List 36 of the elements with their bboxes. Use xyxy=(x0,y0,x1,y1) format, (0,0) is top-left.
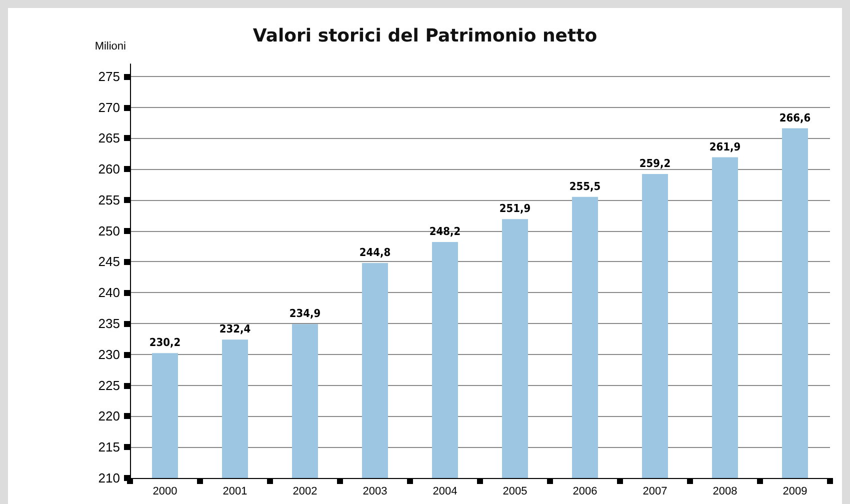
x-tick-label: 2009 xyxy=(782,486,808,498)
data-label: 259,2 xyxy=(639,156,671,170)
x-tick-label: 2003 xyxy=(362,486,388,498)
data-label: 234,9 xyxy=(289,307,321,320)
y-tick-label: 255 xyxy=(98,192,120,208)
x-tick-label: 2007 xyxy=(642,486,668,498)
y-tick-label: 265 xyxy=(98,130,120,146)
data-label: 230,2 xyxy=(149,336,181,350)
y-tick-label: 225 xyxy=(98,378,120,393)
x-tick-label: 2005 xyxy=(502,486,528,498)
y-tick-label: 215 xyxy=(98,440,120,455)
y-tick-label: 245 xyxy=(98,254,120,270)
data-label: 232,4 xyxy=(219,322,251,336)
y-tick-label: 235 xyxy=(98,316,120,332)
data-label: 244,8 xyxy=(359,246,391,259)
x-tick-label: 2001 xyxy=(222,486,248,498)
chart-title: Valori storici del Patrimonio netto xyxy=(252,26,598,46)
y-tick-label: 210 xyxy=(98,470,120,486)
x-tick-label: 2008 xyxy=(712,486,738,498)
x-tick-label: 2004 xyxy=(432,486,458,498)
data-label: 266,6 xyxy=(779,111,811,124)
data-label: 261,9 xyxy=(709,140,741,154)
y-tick-label: 260 xyxy=(98,162,120,177)
y-tick-label: 240 xyxy=(98,285,120,300)
y-tick-label: 250 xyxy=(98,223,120,238)
x-tick-label: 2000 xyxy=(152,486,178,498)
x-tick-label: 2006 xyxy=(572,486,598,498)
data-label: 255,5 xyxy=(569,180,601,193)
x-tick-label: 2002 xyxy=(292,486,318,498)
y-tick-label: 220 xyxy=(98,408,120,424)
data-label: 251,9 xyxy=(499,202,531,216)
data-label: 248,2 xyxy=(429,224,461,238)
y-tick-label: 270 xyxy=(98,100,120,115)
y-tick-label: 230 xyxy=(98,346,120,362)
y-axis-title: Milioni xyxy=(94,40,126,52)
y-tick-label: 275 xyxy=(98,68,120,84)
